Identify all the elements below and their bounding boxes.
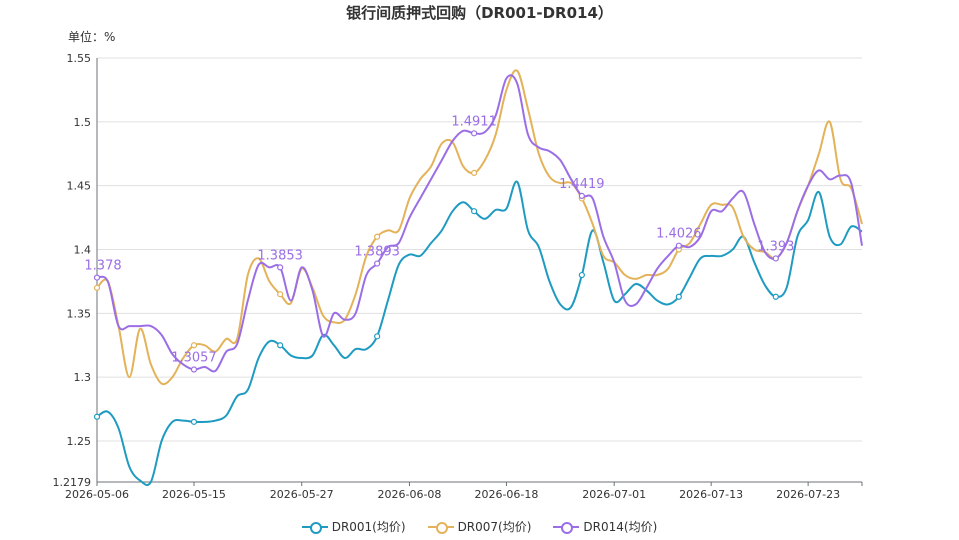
data-label: 1.4419	[559, 177, 605, 192]
x-tick-label: 2026-05-15	[162, 488, 226, 501]
legend-swatch-icon	[301, 521, 328, 534]
y-tick-label: 1.35	[67, 307, 92, 320]
chart-title: 银行间质押式回购（DR001-DR014）	[346, 4, 613, 22]
data-point	[471, 169, 478, 177]
data-point	[190, 418, 198, 425]
data-point	[190, 366, 198, 373]
data-point	[675, 293, 682, 300]
x-tick-label: 2026-06-08	[377, 488, 441, 501]
data-label: 1.4911	[451, 114, 497, 129]
data-point	[93, 274, 101, 281]
x-tick-label: 2026-07-23	[776, 488, 840, 501]
data-label: 1.3893	[354, 245, 400, 260]
data-point	[471, 130, 478, 137]
data-point	[93, 413, 101, 420]
data-point	[277, 342, 284, 349]
series-line-1	[96, 180, 863, 487]
legend-label: DR001(均价)	[331, 520, 406, 534]
y-tick-label: 1.45	[67, 180, 92, 193]
x-tick-label: 2026-06-18	[474, 488, 538, 501]
data-point	[471, 208, 478, 215]
data-point	[374, 333, 381, 340]
data-point	[675, 242, 682, 249]
legend-swatch-icon	[427, 521, 454, 534]
data-label: 1.393	[757, 239, 794, 254]
y-tick-label: 1.3	[74, 371, 92, 384]
data-point	[277, 264, 284, 271]
data-point	[93, 284, 101, 291]
y-tick-label: 1.55	[67, 52, 92, 65]
data-point	[578, 271, 585, 279]
data-point	[374, 260, 381, 267]
y-axis-unit-label: 单位：%	[68, 30, 116, 44]
data-point	[772, 293, 779, 300]
legend-item[interactable]: DR014(均价)	[553, 518, 657, 535]
x-tick-label: 2026-07-01	[582, 488, 646, 501]
y-tick-label: 1.5	[74, 116, 92, 129]
y-tick-label: 1.4	[74, 244, 92, 257]
legend-label: DR014(均价)	[583, 520, 658, 534]
legend-label: DR007(均价)	[457, 520, 532, 534]
x-tick-label: 2026-05-06	[65, 488, 129, 501]
y-tick-label: 1.25	[67, 435, 92, 448]
data-point	[772, 255, 779, 262]
legend: DR001(均价) DR007(均价) DR014(均价)	[0, 518, 959, 535]
data-point	[374, 233, 381, 240]
series-line-3	[96, 74, 863, 373]
legend-item[interactable]: DR001(均价)	[301, 518, 406, 535]
data-point	[277, 291, 284, 298]
x-tick-label: 2026-05-27	[270, 488, 334, 501]
data-label: 1.378	[84, 259, 121, 274]
data-point	[190, 342, 198, 349]
data-label: 1.4026	[656, 227, 702, 242]
series-line-2	[96, 69, 863, 386]
y-tick-label: 1.2179	[53, 476, 92, 489]
legend-swatch-icon	[553, 521, 580, 534]
legend-item[interactable]: DR007(均价)	[427, 518, 532, 535]
data-label: 1.3057	[171, 351, 217, 366]
data-label: 1.3853	[257, 248, 303, 263]
data-point	[578, 192, 585, 199]
x-tick-label: 2026-07-13	[679, 488, 743, 501]
